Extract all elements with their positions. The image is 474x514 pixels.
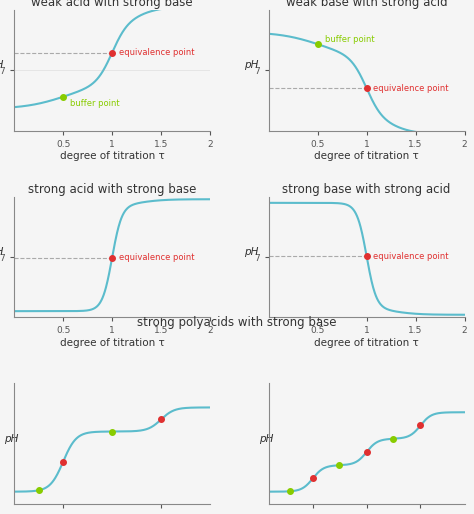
Text: equivalence point: equivalence point [374, 84, 449, 93]
Text: equivalence point: equivalence point [374, 252, 449, 261]
Text: buffer point: buffer point [325, 35, 374, 44]
Y-axis label: pH: pH [259, 433, 273, 444]
Text: strong polyacids with strong base: strong polyacids with strong base [137, 317, 337, 329]
Title: weak acid with strong base: weak acid with strong base [31, 0, 193, 9]
Title: strong acid with strong base: strong acid with strong base [28, 182, 196, 196]
Y-axis label: pH: pH [0, 247, 4, 257]
Y-axis label: pH: pH [244, 61, 258, 70]
Title: strong base with strong acid: strong base with strong acid [283, 182, 451, 196]
X-axis label: degree of titration τ: degree of titration τ [314, 338, 419, 348]
X-axis label: degree of titration τ: degree of titration τ [60, 338, 164, 348]
X-axis label: degree of titration τ: degree of titration τ [314, 152, 419, 161]
Y-axis label: pH: pH [4, 433, 18, 444]
Title: weak base with strong acid: weak base with strong acid [286, 0, 447, 9]
Y-axis label: pH: pH [0, 61, 4, 70]
Text: buffer point: buffer point [70, 100, 119, 108]
Text: equivalence point: equivalence point [119, 253, 194, 262]
X-axis label: degree of titration τ: degree of titration τ [60, 152, 164, 161]
Y-axis label: pH: pH [244, 247, 258, 257]
Text: equivalence point: equivalence point [119, 48, 194, 57]
